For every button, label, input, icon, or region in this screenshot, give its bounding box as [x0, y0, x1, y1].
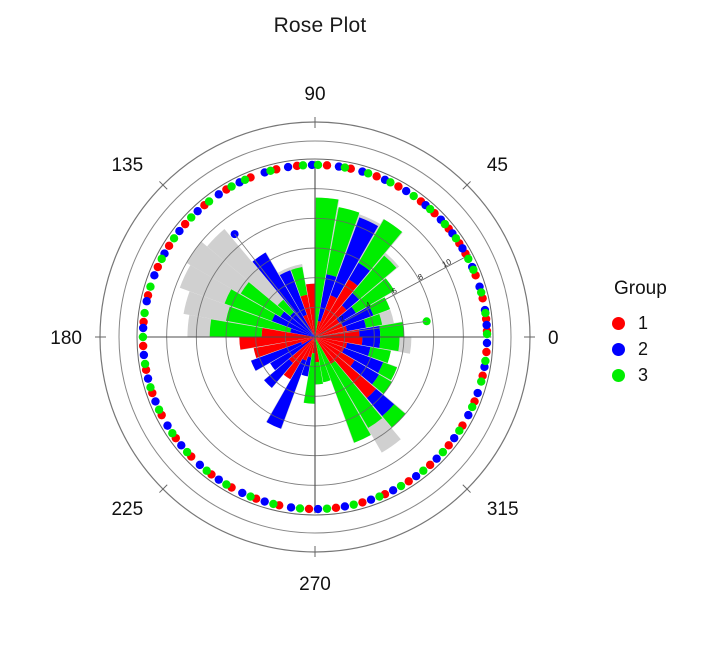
angular-tick-label-45: 45: [487, 155, 508, 176]
legend-label-group-1: 1: [638, 312, 649, 333]
legend-swatch-group-2: [612, 342, 625, 356]
legend-swatch-group-3: [612, 368, 625, 382]
angular-tick-label-180: 180: [50, 328, 82, 349]
radial-tick-label-2: 2: [338, 314, 347, 324]
chart-title: Rose Plot: [273, 14, 367, 37]
angular-tick-label-270: 270: [299, 574, 331, 595]
radial-tick-label-8: 8: [417, 272, 426, 282]
angular-tick-label-0: 0: [548, 328, 559, 349]
angular-tick-marks: [95, 117, 535, 557]
legend-label-group-2: 2: [638, 338, 649, 359]
legend-item[interactable]: 1: [612, 310, 720, 336]
angular-tick-label-315: 315: [487, 499, 519, 520]
legend-item[interactable]: 2: [612, 336, 720, 362]
rug-points: [138, 160, 492, 514]
legend-label-group-3: 3: [638, 364, 649, 385]
legend: Group 1 2 3: [612, 278, 720, 388]
radial-tick-label-10: 10: [441, 257, 454, 269]
angular-axis-labels: 0 45 90 135 180 225 270 315: [50, 84, 558, 595]
angular-tick-label-90: 90: [304, 84, 325, 105]
radial-axis-line: [314, 253, 471, 338]
legend-title: Group: [614, 278, 667, 299]
legend-item[interactable]: 3: [612, 362, 720, 388]
radial-tick-label-4: 4: [364, 300, 373, 310]
angular-tick-label-225: 225: [111, 499, 143, 520]
radial-tick-label-6: 6: [390, 286, 399, 296]
angular-tick-label-135: 135: [111, 155, 143, 176]
legend-swatch-group-1: [612, 316, 625, 330]
stacked-sectors: [209, 197, 406, 443]
